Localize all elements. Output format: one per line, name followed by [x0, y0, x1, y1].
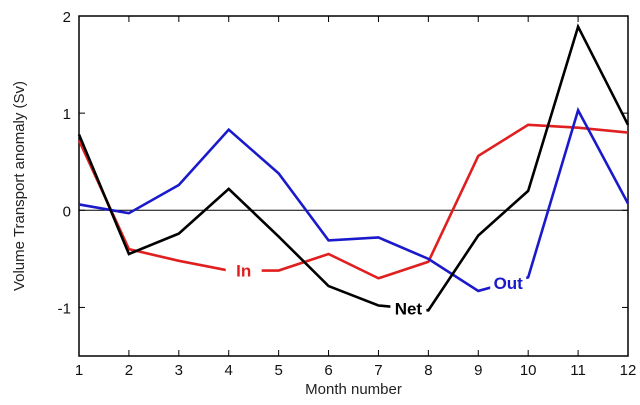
x-tick-label: 3 [175, 362, 183, 379]
x-tick-label: 5 [274, 362, 282, 379]
y-tick-label: -1 [58, 300, 71, 317]
y-tick-label: 2 [63, 9, 71, 26]
series-label-net: Net [395, 299, 423, 318]
series-label-bg [390, 298, 427, 319]
series-line-net [77, 23, 630, 312]
series-line-in [77, 123, 629, 280]
series-line-out [78, 106, 630, 293]
series-label-bg [490, 272, 527, 293]
x-tick-label: 6 [324, 362, 332, 379]
x-tick-label: 7 [374, 362, 382, 379]
x-tick-label: 4 [225, 362, 233, 379]
plot-area-frame [78, 15, 629, 357]
x-tick-label: 8 [424, 362, 432, 379]
x-tick-label: 1 [75, 362, 83, 379]
y-axis-title: Volume Transport anomaly (Sv) [11, 81, 28, 291]
y-tick-label: 0 [63, 203, 71, 220]
x-tick-label: 12 [620, 362, 637, 379]
x-tick-label: 2 [125, 362, 133, 379]
x-tick-label: 11 [570, 362, 586, 379]
series-label-in: In [236, 262, 251, 281]
y-tick-label: 1 [63, 106, 71, 123]
series-label-bg [225, 260, 262, 281]
x-axis-title: Month number [305, 381, 402, 398]
series-label-out: Out [494, 274, 524, 293]
x-tick-label: 10 [520, 362, 537, 379]
x-tick-label: 9 [474, 362, 482, 379]
